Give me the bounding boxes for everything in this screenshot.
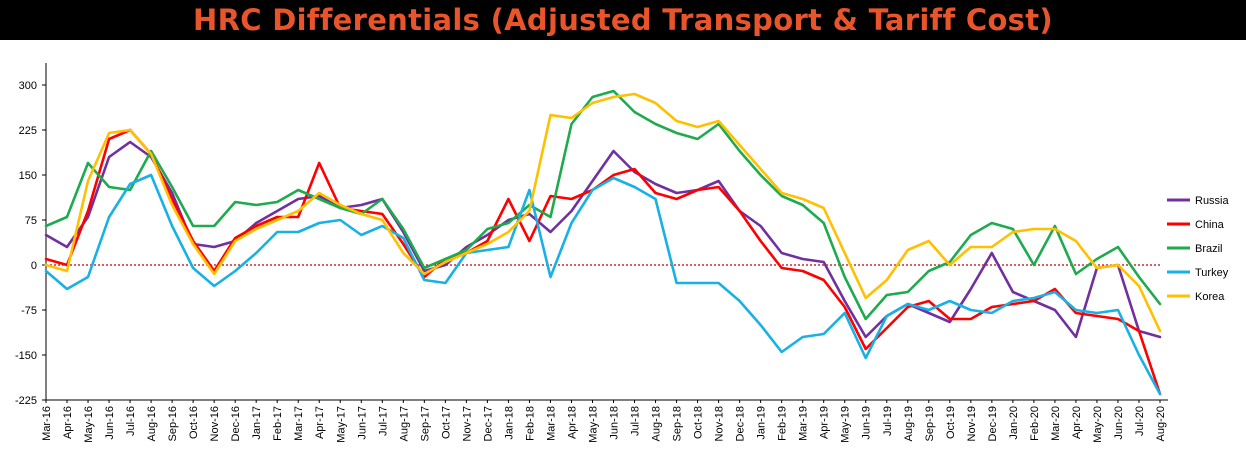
legend-label-brazil: Brazil <box>1195 243 1223 255</box>
x-tick-label: Jun-18 <box>609 406 621 440</box>
x-tick-label: Sep-17 <box>419 406 431 441</box>
x-tick-label: Nov-18 <box>714 406 726 441</box>
x-tick-label: Apr-16 <box>62 406 74 439</box>
x-tick-label: May-20 <box>1092 406 1104 443</box>
x-tick-label: Jan-19 <box>756 406 768 440</box>
x-tick-label: Jul-19 <box>882 406 894 436</box>
x-tick-label: Aug-17 <box>398 406 410 441</box>
x-tick-label: Oct-17 <box>440 406 452 439</box>
x-tick-label: Apr-20 <box>1071 406 1083 439</box>
x-tick-label: Feb-19 <box>777 406 789 441</box>
x-tick-label: May-19 <box>840 406 852 443</box>
x-tick-label: Jul-16 <box>125 406 137 436</box>
x-tick-label: Sep-19 <box>924 406 936 441</box>
x-tick-label: Sep-16 <box>167 406 179 441</box>
x-tick-label: May-18 <box>587 406 599 443</box>
legend-label-russia: Russia <box>1195 195 1230 207</box>
x-tick-label: Aug-20 <box>1155 406 1167 441</box>
x-tick-label: May-17 <box>335 406 347 443</box>
x-tick-label: Dec-18 <box>735 406 747 441</box>
series-line-turkey <box>44 173 1162 396</box>
x-axis-labels: Mar-16 Apr-16 May-16 Jun-16 Jul-16 Aug-16 Sep-… <box>41 400 1167 443</box>
x-tick-label: Sep-18 <box>672 406 684 441</box>
x-tick-label: Feb-17 <box>272 406 284 441</box>
x-tick-label: Mar-19 <box>798 406 810 441</box>
x-tick-label: Jul-20 <box>1134 406 1146 436</box>
y-tick-label: 75 <box>25 215 37 227</box>
y-tick-label: -225 <box>15 395 37 407</box>
x-tick-label: Jun-19 <box>861 406 873 440</box>
y-tick-label: -75 <box>21 305 37 317</box>
x-tick-label: Aug-16 <box>146 406 158 441</box>
x-tick-label: Oct-16 <box>188 406 200 439</box>
x-tick-label: Mar-17 <box>293 406 305 441</box>
x-tick-label: Apr-17 <box>314 406 326 439</box>
x-tick-label: Jul-17 <box>377 406 389 436</box>
x-tick-label: Jun-20 <box>1113 406 1125 440</box>
chart-title: HRC Differentials (Adjusted Transport & … <box>193 3 1053 37</box>
x-tick-label: Aug-19 <box>903 406 915 441</box>
x-tick-label: Feb-20 <box>1029 406 1041 441</box>
x-tick-label: Feb-18 <box>524 406 536 441</box>
x-tick-label: Jun-17 <box>356 406 368 440</box>
y-tick-label: 225 <box>19 125 37 137</box>
x-tick-label: Dec-19 <box>987 406 999 441</box>
y-tick-label: -150 <box>15 350 37 362</box>
y-tick-label: 150 <box>19 170 37 182</box>
x-tick-label: Dec-17 <box>482 406 494 441</box>
x-tick-label: Mar-16 <box>41 406 53 441</box>
x-tick-label: Apr-18 <box>566 406 578 439</box>
legend: Russia China Brazil Turkey Korea <box>1167 195 1230 303</box>
y-tick-label: 0 <box>31 260 37 272</box>
legend-label-china: China <box>1195 219 1225 231</box>
x-tick-label: Mar-18 <box>545 406 557 441</box>
x-tick-label: Mar-20 <box>1050 406 1062 441</box>
axes <box>45 63 1168 401</box>
x-tick-label: Nov-16 <box>209 406 221 441</box>
y-axis-labels: -225 -150 -75 0 75 150 225 300 <box>15 80 46 407</box>
x-tick-label: Jul-18 <box>630 406 642 436</box>
x-tick-label: Jan-17 <box>251 406 263 440</box>
x-tick-label: Jan-20 <box>1008 406 1020 440</box>
chart-area: -225 -150 -75 0 75 150 225 300 Mar-16 Apr-16 May-… <box>0 40 1246 461</box>
x-tick-label: Oct-18 <box>693 406 705 439</box>
x-tick-label: Nov-17 <box>461 406 473 441</box>
x-tick-label: May-16 <box>83 406 95 443</box>
series-line-korea <box>44 92 1162 333</box>
line-chart: -225 -150 -75 0 75 150 225 300 Mar-16 Apr-16 May-… <box>15 63 1230 443</box>
y-tick-label: 300 <box>19 80 37 92</box>
x-tick-label: Aug-18 <box>651 406 663 441</box>
x-tick-label: Dec-16 <box>230 406 242 441</box>
series-lines <box>44 89 1162 396</box>
x-tick-label: Nov-19 <box>966 406 978 441</box>
legend-label-turkey: Turkey <box>1195 267 1229 279</box>
legend-label-korea: Korea <box>1195 291 1225 303</box>
title-bar: HRC Differentials (Adjusted Transport & … <box>0 0 1246 40</box>
x-tick-label: Apr-19 <box>819 406 831 439</box>
x-tick-label: Oct-19 <box>945 406 957 439</box>
series-line-brazil <box>44 89 1162 321</box>
series-line-china <box>44 128 1162 396</box>
x-tick-label: Jun-16 <box>104 406 116 440</box>
x-tick-label: Jan-18 <box>503 406 515 440</box>
